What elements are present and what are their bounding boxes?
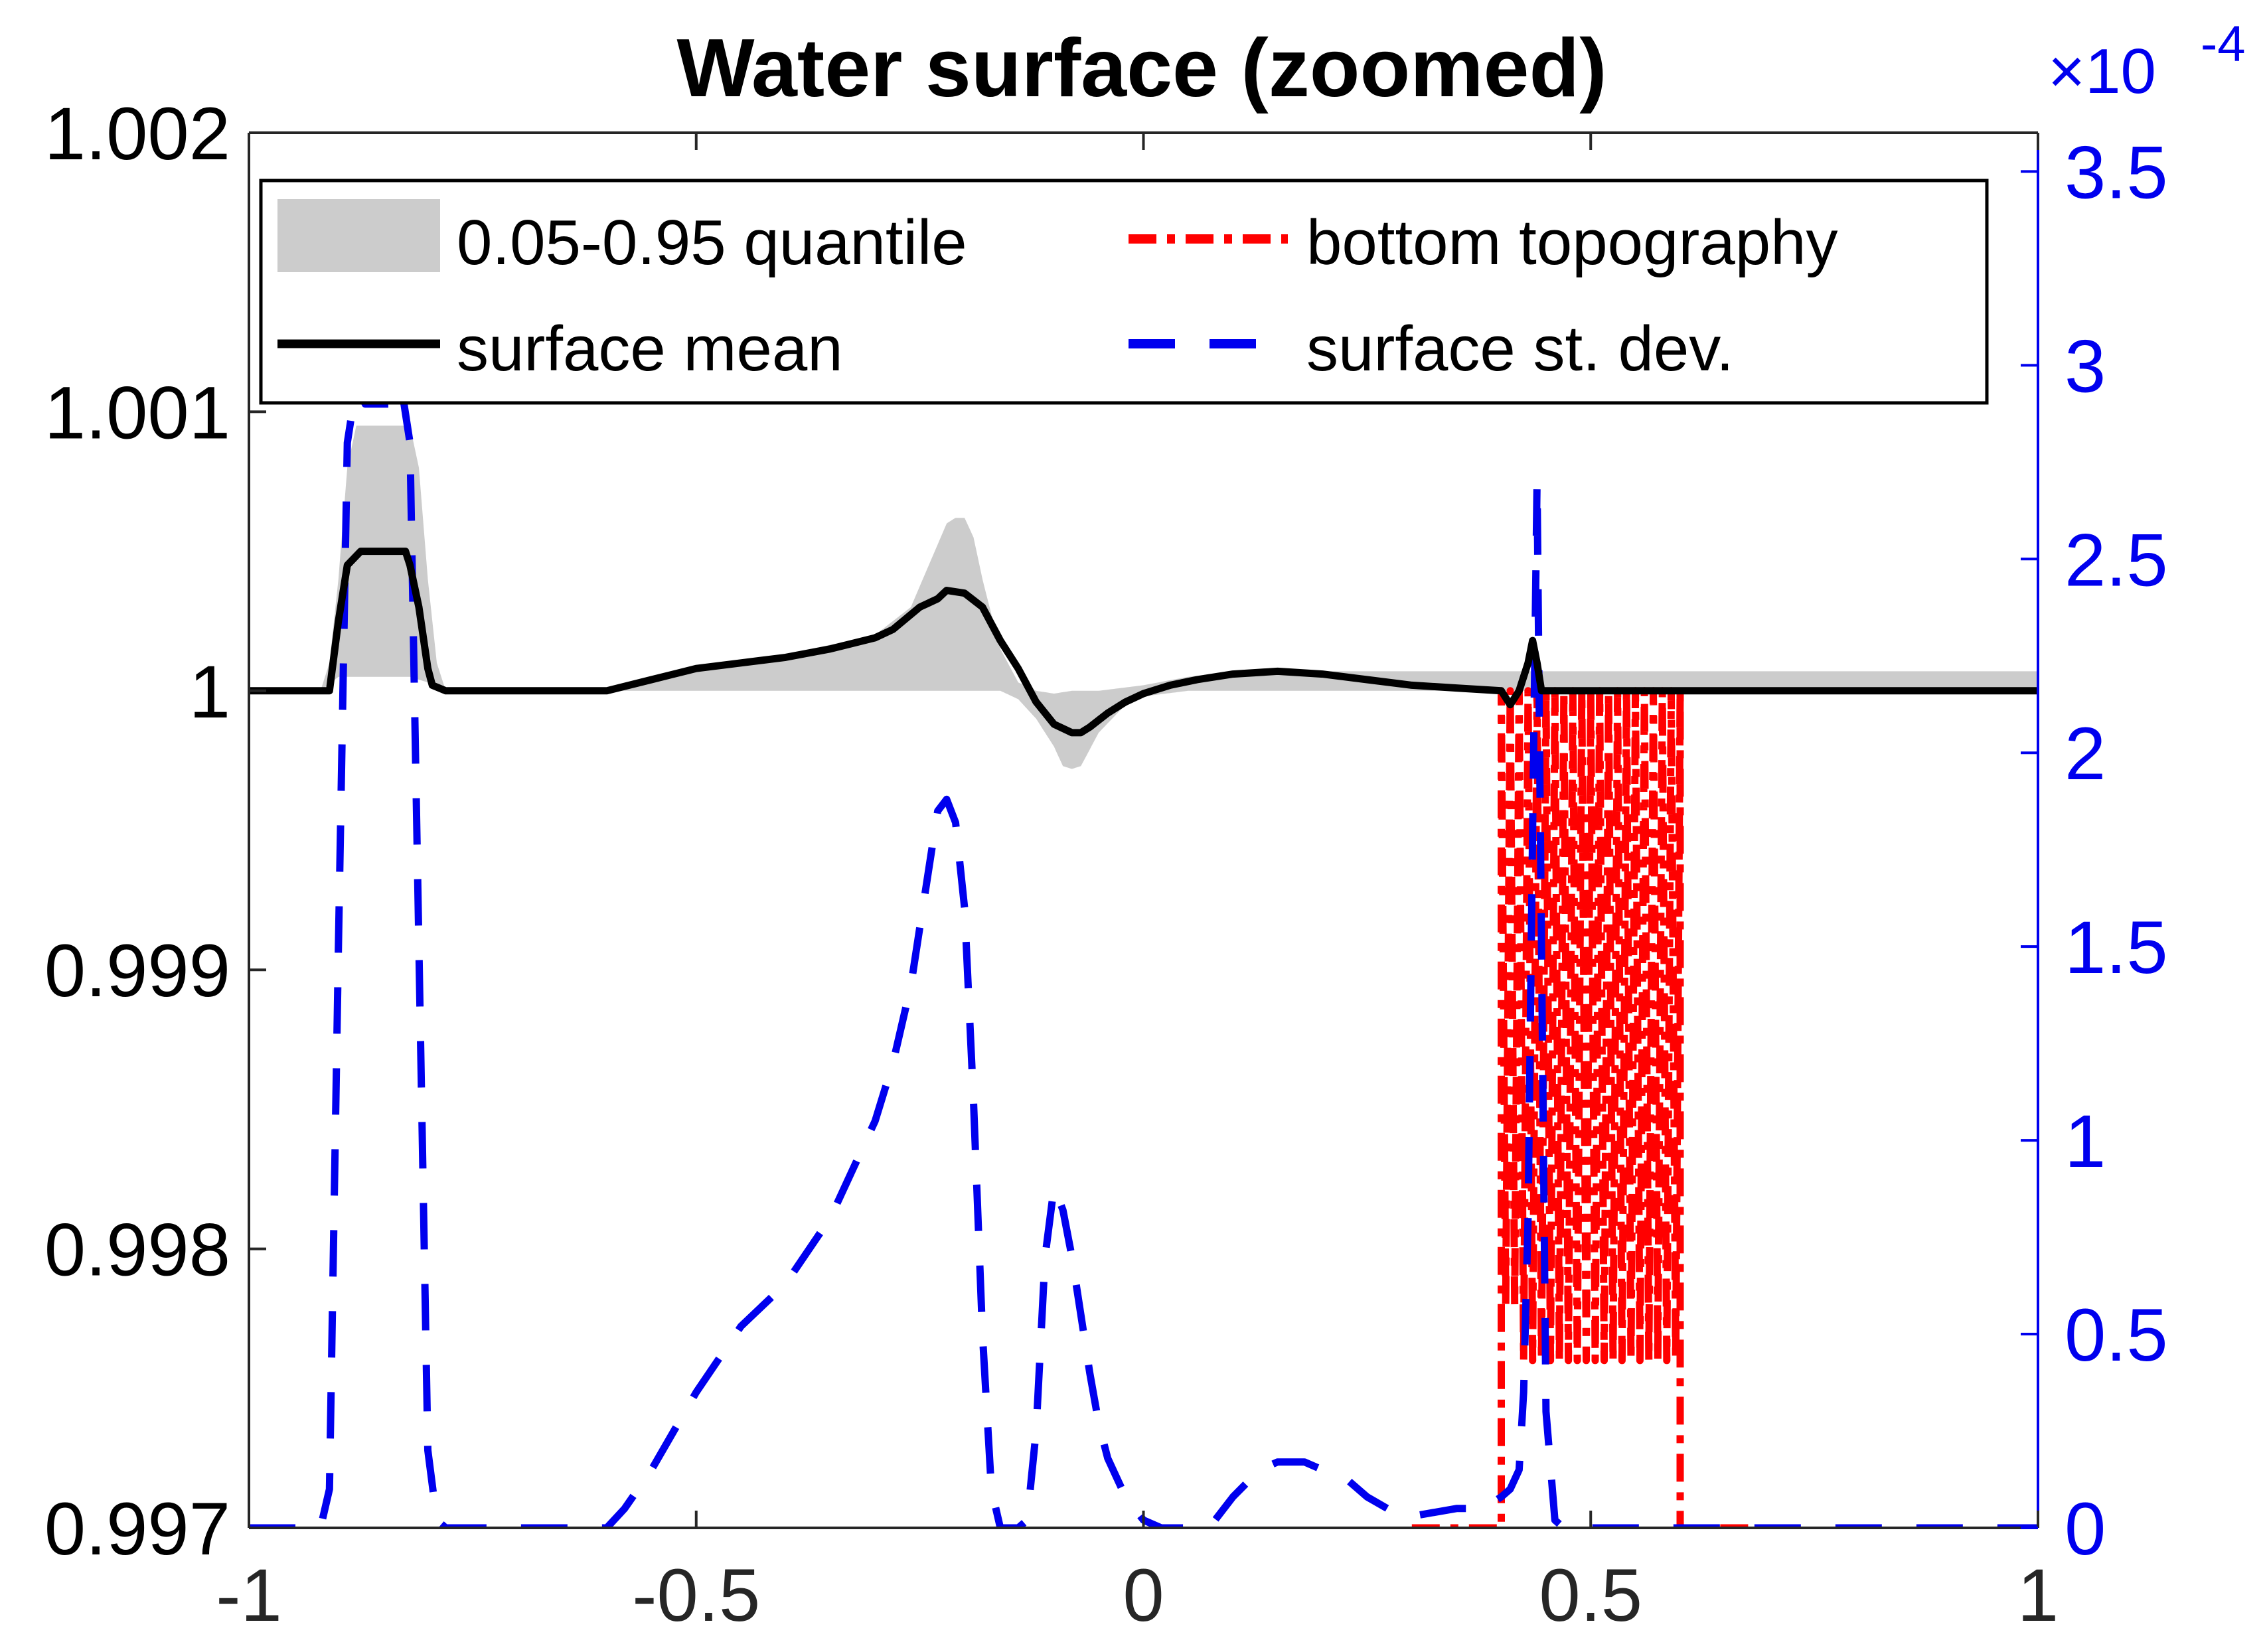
y-tick-label: 0.997 xyxy=(44,1487,230,1570)
y-tick-label: 1 xyxy=(189,650,230,733)
x-tick-label: -1 xyxy=(216,1554,282,1637)
y2-tick-label: 1.5 xyxy=(2065,906,2168,989)
legend-swatch-band xyxy=(277,199,440,272)
y2-tick-label: 3.5 xyxy=(2065,131,2168,214)
surface-mean-line xyxy=(249,548,2038,737)
y-tick-label: 0.998 xyxy=(44,1209,230,1292)
legend-label-bottom: bottom topography xyxy=(1306,207,1838,278)
surface-stdev-line xyxy=(249,381,2038,1528)
y-tick-label: 1.002 xyxy=(44,92,230,175)
y-tick-label: 1.001 xyxy=(44,371,230,454)
plot-area xyxy=(249,381,2038,1528)
x-tick-label: 1 xyxy=(2017,1554,2059,1637)
bottom-topography-line xyxy=(1411,687,1770,1528)
chart-title: Water surface (zoomed) xyxy=(677,23,1607,114)
y2-tick-label: 1 xyxy=(2065,1100,2106,1183)
legend-box xyxy=(259,179,1989,405)
legend-label-mean: surface mean xyxy=(457,313,843,384)
legend: 0.05-0.95 quantile bottom topography sur… xyxy=(259,179,1989,405)
y2-exponent-power: -4 xyxy=(2201,16,2246,72)
axes: -1 -0.5 0 0.5 1 0.997 0.998 0.999 1 1.001 1.002 0 0.… xyxy=(44,92,2168,1637)
y2-tick-label: 0 xyxy=(2065,1487,2106,1570)
legend-label-quantile: 0.05-0.95 quantile xyxy=(457,207,967,278)
y2-exponent-label: ×10 -4 xyxy=(2048,16,2246,107)
y2-tick-label: 0.5 xyxy=(2065,1294,2168,1377)
y2-exponent-base: ×10 xyxy=(2048,36,2156,107)
x-tick-label: -0.5 xyxy=(632,1554,760,1637)
quantile-band xyxy=(249,425,2038,769)
legend-label-stdev: surface st. dev. xyxy=(1306,313,1734,384)
x-tick-label: 0.5 xyxy=(1539,1554,1642,1637)
plot-clipped-group xyxy=(249,381,2038,1528)
y-tick-label: 0.999 xyxy=(44,929,230,1012)
y2-tick-label: 2.5 xyxy=(2065,518,2168,601)
y2-tick-label: 2 xyxy=(2065,712,2106,795)
x-tick-label: 0 xyxy=(1123,1554,1164,1637)
y2-tick-label: 3 xyxy=(2065,325,2106,408)
